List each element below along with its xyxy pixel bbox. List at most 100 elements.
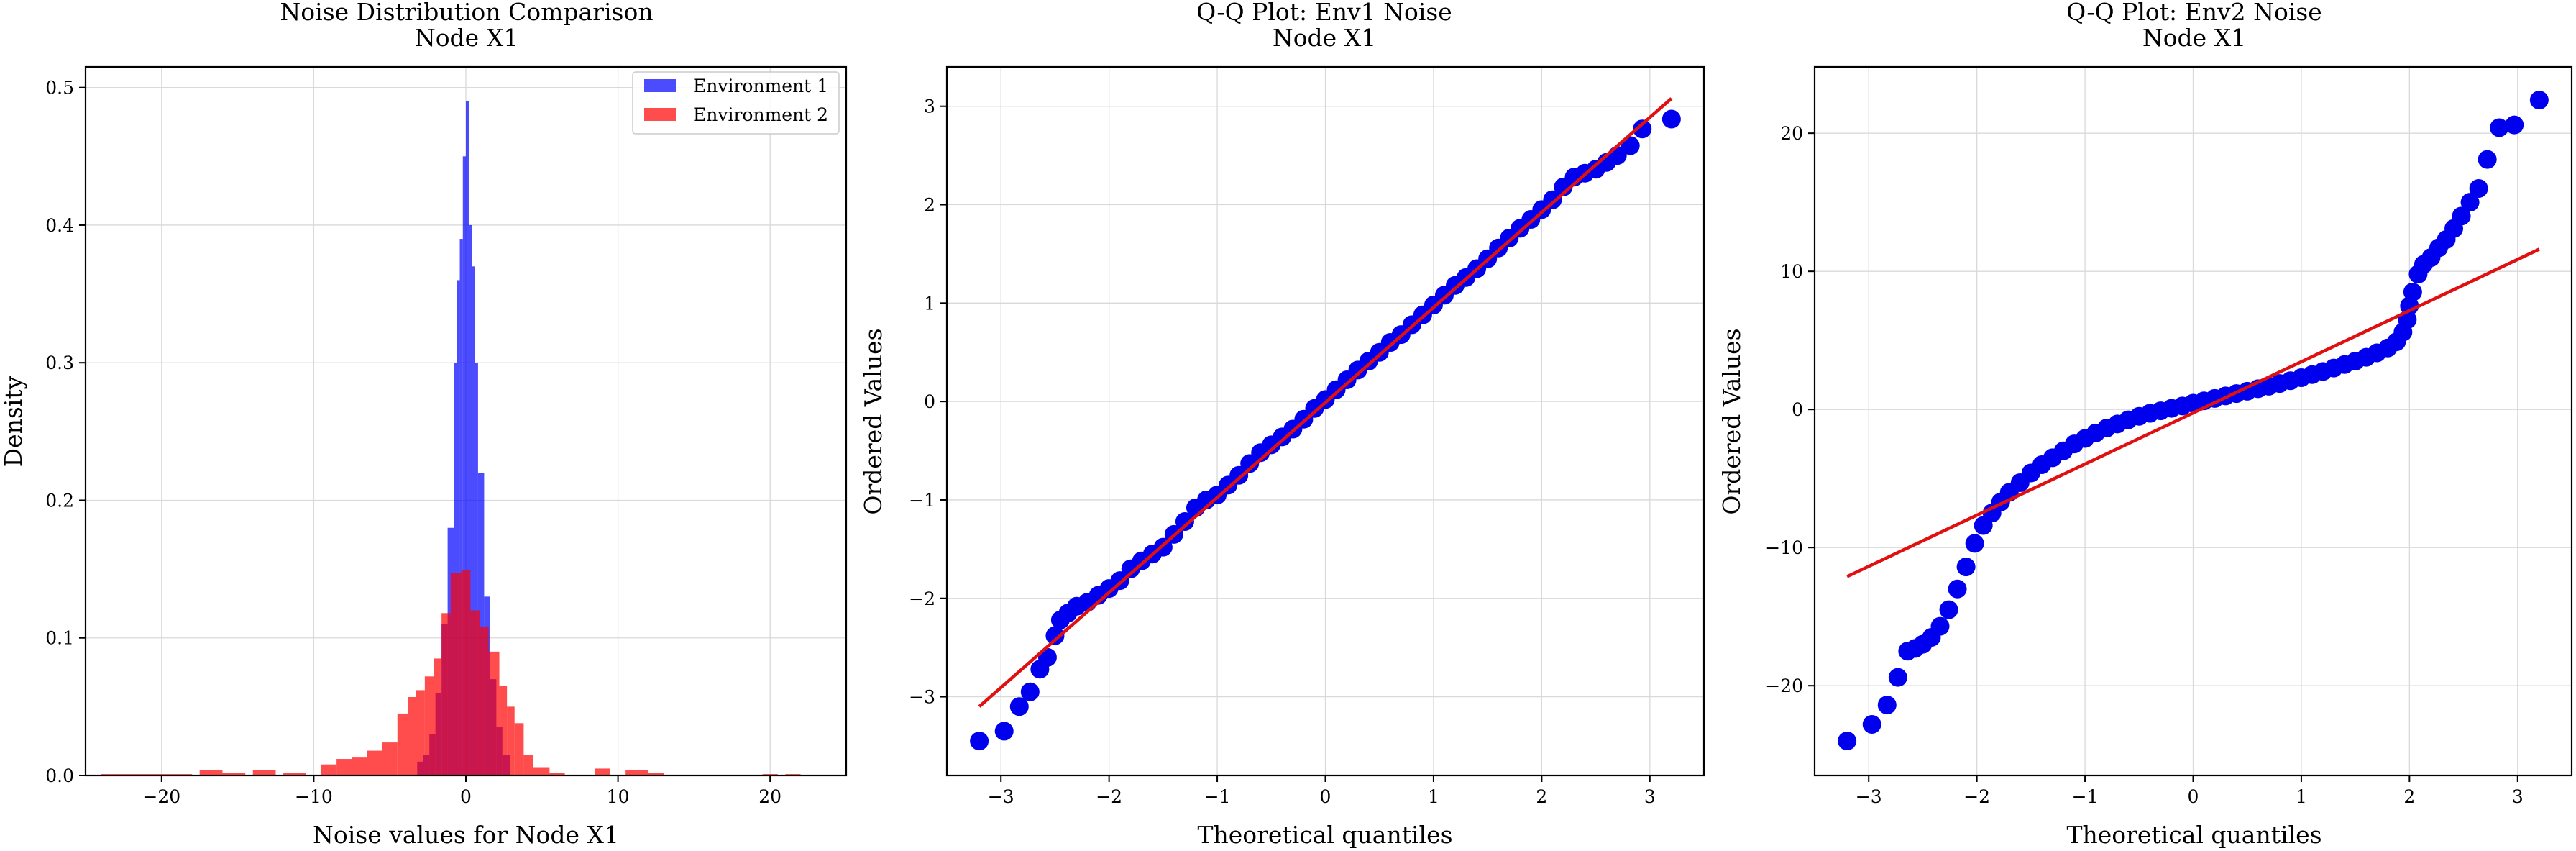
qq-point bbox=[1229, 465, 1249, 485]
x-tick-label: −3 bbox=[988, 786, 1014, 807]
qq-points bbox=[1838, 91, 2549, 750]
legend-swatch-env1 bbox=[644, 79, 676, 92]
y-tick-label: −1 bbox=[909, 490, 935, 511]
x-tick-label: 3 bbox=[1644, 786, 1656, 807]
histogram-bar-env2 bbox=[595, 768, 611, 775]
histogram-bar-env2 bbox=[416, 690, 425, 775]
y-axis-label: Ordered Values bbox=[859, 328, 887, 514]
x-tick-label: 2 bbox=[2403, 786, 2415, 807]
x-tick-label: −2 bbox=[1963, 786, 1990, 807]
histogram-bar-env1 bbox=[469, 224, 472, 776]
chart-title: Q-Q Plot: Env2 Noise bbox=[2066, 0, 2322, 26]
qq-point bbox=[2505, 115, 2524, 135]
y-tick-label: 2 bbox=[924, 195, 935, 216]
x-axis-label: Noise values for Node X1 bbox=[313, 821, 619, 849]
axis-ticks: −3 −2 −1 0 1 2 3 −3 −2 −1 0 1 2 3 bbox=[909, 96, 1656, 807]
y-tick-label: −10 bbox=[1765, 537, 1803, 558]
histogram-bar-env2 bbox=[441, 613, 451, 775]
qq-point bbox=[994, 722, 1014, 741]
y-tick-label: 1 bbox=[924, 293, 935, 314]
qq-point bbox=[2469, 178, 2488, 198]
chart-subtitle: Node X1 bbox=[1273, 24, 1376, 52]
legend-label-env1: Environment 1 bbox=[693, 76, 828, 96]
histogram-bar-env2 bbox=[408, 696, 416, 775]
x-tick-label: 1 bbox=[2296, 786, 2307, 807]
histogram-bar-env2 bbox=[283, 773, 306, 775]
y-axis-label: Ordered Values bbox=[1718, 328, 1746, 514]
x-tick-label: 0 bbox=[460, 786, 472, 807]
y-tick-label: −2 bbox=[909, 588, 935, 609]
histogram-bar-env2 bbox=[625, 770, 648, 775]
qq-point bbox=[1862, 714, 1881, 734]
histogram-bar-env1 bbox=[462, 156, 466, 776]
qq-point bbox=[1045, 626, 1065, 645]
histogram-bar-env2 bbox=[252, 770, 276, 775]
qq-point bbox=[1661, 109, 1681, 129]
histogram-bar-env1 bbox=[477, 473, 485, 775]
qq-point bbox=[1965, 534, 1984, 553]
y-tick-label: 0.5 bbox=[45, 78, 74, 99]
x-tick-label: 0 bbox=[1320, 786, 1331, 807]
y-tick-label: 0.2 bbox=[45, 490, 74, 511]
qq-point bbox=[1888, 668, 1907, 687]
qq-point bbox=[2403, 282, 2422, 301]
legend: Environment 1 Environment 2 bbox=[632, 71, 840, 135]
x-tick-label: 0 bbox=[2188, 786, 2199, 807]
histogram-bar-env2 bbox=[367, 750, 382, 775]
histogram-bar-env2 bbox=[480, 627, 489, 775]
histogram-bar-env2 bbox=[488, 651, 500, 775]
histogram-bars bbox=[101, 101, 801, 776]
qq-point bbox=[1948, 579, 1967, 599]
qq-point bbox=[1838, 731, 1857, 750]
x-tick-label: −10 bbox=[295, 786, 333, 807]
qq-points bbox=[970, 97, 1681, 751]
x-axis-label: Theoretical quantiles bbox=[1197, 821, 1452, 849]
histogram-bar-env2 bbox=[397, 713, 408, 775]
histogram-bar-env2 bbox=[382, 742, 398, 775]
qq-point bbox=[1633, 119, 1652, 139]
histogram-bar-env2 bbox=[434, 658, 442, 775]
x-tick-label: 2 bbox=[1536, 786, 1547, 807]
qq-point bbox=[2460, 193, 2480, 212]
qq-point bbox=[1175, 512, 1194, 532]
qq-point bbox=[2478, 150, 2497, 169]
y-tick-label: 0.4 bbox=[45, 215, 74, 236]
x-tick-label: −1 bbox=[1204, 786, 1231, 807]
x-tick-label: −20 bbox=[142, 786, 180, 807]
histogram-bar-env1 bbox=[459, 239, 463, 776]
chart-subtitle: Node X1 bbox=[2142, 24, 2246, 52]
histogram-bar-env2 bbox=[549, 773, 565, 775]
histogram-bar-env2 bbox=[352, 757, 367, 775]
histogram-bar-env2 bbox=[533, 767, 550, 775]
qq-fit-line bbox=[978, 97, 1673, 708]
y-tick-label: 0.1 bbox=[45, 628, 74, 649]
y-tick-label: 0 bbox=[924, 391, 935, 412]
qq-point bbox=[2529, 91, 2549, 110]
histogram-bar-env2 bbox=[336, 759, 352, 775]
y-tick-label: −20 bbox=[1765, 675, 1803, 696]
y-tick-label: 3 bbox=[924, 96, 935, 117]
legend-label-env2: Environment 2 bbox=[693, 104, 828, 125]
x-tick-label: 20 bbox=[758, 786, 781, 807]
x-tick-label: 10 bbox=[607, 786, 630, 807]
x-tick-label: −1 bbox=[2072, 786, 2099, 807]
legend-swatch-env2 bbox=[644, 108, 676, 121]
x-tick-label: 3 bbox=[2512, 786, 2524, 807]
qq-point bbox=[1877, 696, 1897, 715]
qq-point bbox=[1621, 136, 1640, 155]
histogram-bar-env2 bbox=[648, 773, 664, 775]
chart-title: Q-Q Plot: Env1 Noise bbox=[1196, 0, 1452, 26]
y-tick-label: −3 bbox=[909, 687, 935, 708]
qq-point bbox=[2490, 118, 2509, 137]
qq-point bbox=[1020, 682, 1040, 701]
x-tick-label: −2 bbox=[1096, 786, 1122, 807]
qq-env1-panel: Q-Q Plot: Env1 Noise Node X1 −3 −2 −1 0 1 2 3 −… bbox=[859, 0, 1705, 849]
histogram-bar-env1 bbox=[475, 363, 478, 775]
qq-point bbox=[1939, 600, 1958, 619]
histogram-panel: Noise Distribution Comparison Node X1 −2… bbox=[0, 0, 848, 849]
histogram-bar-env2 bbox=[461, 570, 471, 775]
chart-title: Noise Distribution Comparison bbox=[280, 0, 653, 26]
histogram-bar-env2 bbox=[222, 773, 246, 775]
